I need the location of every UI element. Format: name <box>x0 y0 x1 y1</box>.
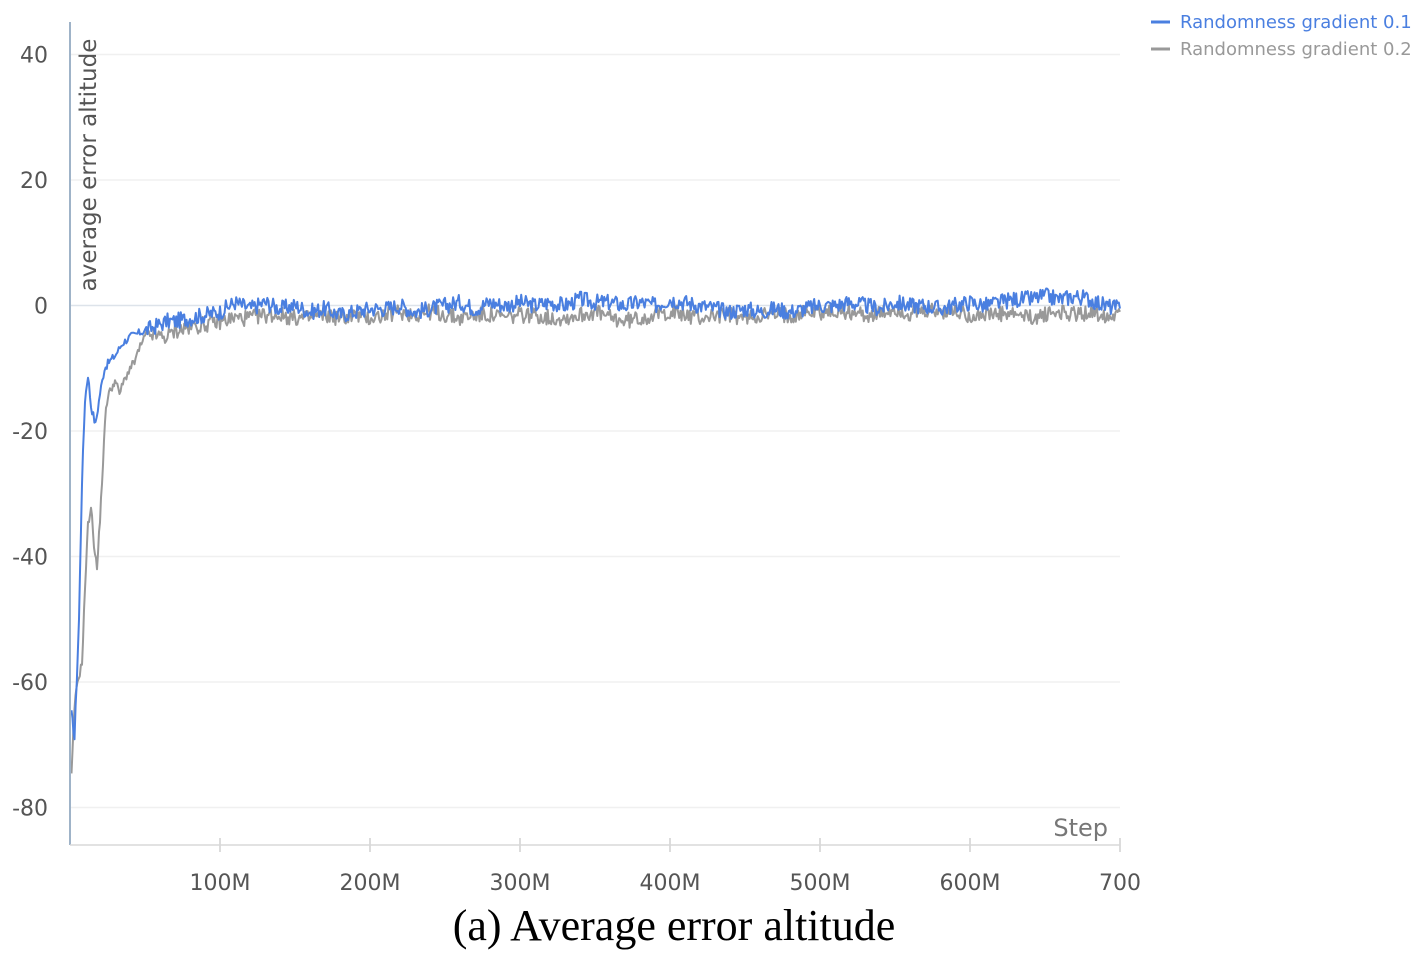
y-tick-label: 40 <box>20 44 48 69</box>
x-tick-label: 300M <box>490 871 551 896</box>
y-tick-label: -40 <box>12 546 48 571</box>
figure-caption: (a) Average error altitude <box>453 901 896 950</box>
y-tick-label: -60 <box>12 671 48 696</box>
series-line-2 <box>70 302 1121 774</box>
x-tick-label: 500M <box>790 871 851 896</box>
y-axis-label: average error altitude <box>76 39 102 292</box>
x-axis-label: Step <box>1053 814 1108 842</box>
x-tick-label: 700 <box>1099 871 1141 896</box>
grid-lines <box>70 53 1120 809</box>
series-line-1 <box>70 287 1121 741</box>
y-tick-labels: 40 20 0 -20 -40 -60 -80 <box>12 44 48 822</box>
x-tick-label: 100M <box>190 871 251 896</box>
y-tick-label: -80 <box>12 797 48 822</box>
legend-entry: Randomness gradient 0.2 <box>1180 39 1412 60</box>
x-tick-label: 400M <box>640 871 701 896</box>
legend-entry: Randomness gradient 0.1 <box>1180 12 1412 33</box>
y-tick-label: 0 <box>34 295 48 320</box>
x-tick-label: 600M <box>940 871 1001 896</box>
y-tick-label: 20 <box>20 169 48 194</box>
legend: Randomness gradient 0.1 Randomness gradie… <box>1151 12 1412 60</box>
series-lines <box>70 287 1121 774</box>
x-tick-labels: 100M 200M 300M 400M 500M 600M 700 <box>190 871 1141 896</box>
y-tick-label: -20 <box>12 420 48 445</box>
x-tick-label: 200M <box>340 871 401 896</box>
